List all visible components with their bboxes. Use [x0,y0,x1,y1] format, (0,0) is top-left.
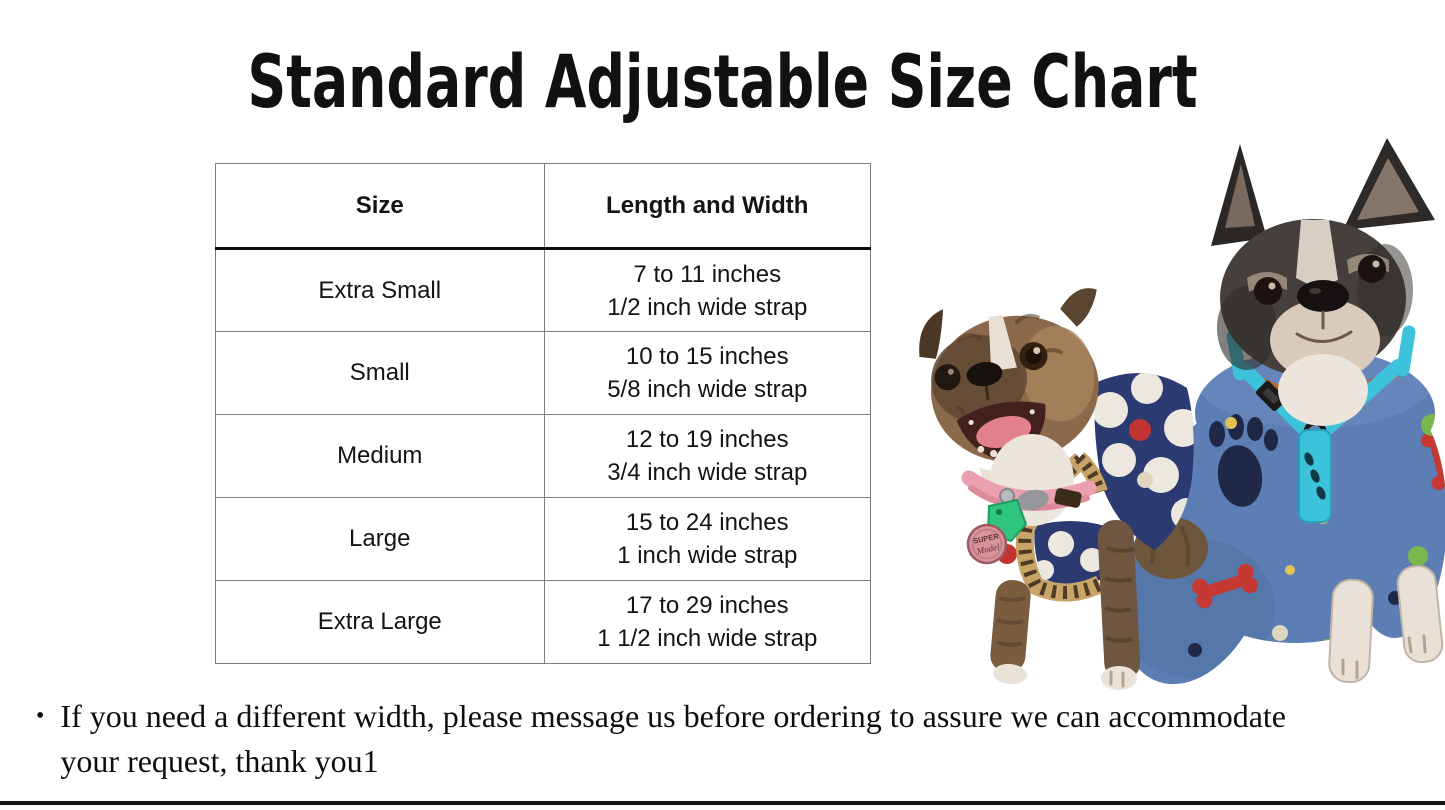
length-width-cell: 7 to 11 inches 1/2 inch wide strap [543,248,871,332]
dog-right-legs [1328,564,1444,684]
strap-line: 5/8 inch wide strap [607,376,808,403]
size-chart-table: Size Length and Width Extra Small 7 to 1… [215,163,871,664]
page-title: Standard Adjustable Size Chart [247,40,1198,126]
harness-buckle [1255,380,1287,412]
length-line: 15 to 24 inches [625,509,789,536]
strap-line: 1/2 inch wide strap [607,293,808,321]
size-cell: Small [215,331,545,415]
length-line: 12 to 19 inches [625,426,789,453]
supermodel-tag: SUPER Model [966,523,1008,565]
dog-eye [934,364,961,391]
table-row: Large 15 to 24 inches 1 inch wide strap [215,497,871,581]
dog-eye [1358,255,1386,283]
bottom-divider [0,801,1445,805]
dog-ear [919,309,944,359]
dog-left: SUPER Model [919,288,1208,690]
bullet-point: • [36,703,45,729]
white-chest [1278,354,1368,426]
page-title-wrap: Standard Adjustable Size Chart [0,41,1445,125]
pink-collar [961,470,1097,511]
length-width-cell: 17 to 29 inches 1 1/2 inch wide strap [543,580,871,664]
table-row: Small 10 to 15 inches 5/8 inch wide stra… [215,331,871,415]
coat-chest-piece [997,521,1107,585]
table-row: Extra Large 17 to 29 inches 1 1/2 inch w… [215,580,871,664]
table-row: Medium 12 to 19 inches 3/4 inch wide str… [215,414,871,498]
dog-ear [1060,288,1097,327]
size-cell: Extra Large [215,580,545,664]
length-width-cell: 15 to 24 inches 1 inch wide strap [543,497,871,581]
pet-id-tags: SUPER Model [966,498,1028,565]
dog-left-legs [990,520,1141,690]
dog-nose [1297,280,1349,312]
table-header-size: Size [215,163,545,250]
size-cell: Extra Small [215,248,545,332]
dogs-photo: SUPER Model [919,138,1445,693]
table-header-length-width: Length and Width [543,163,871,250]
length-width-cell: 10 to 15 inches 5/8 inch wide strap [543,331,871,415]
footnote: • If you need a different width, please … [36,694,1296,784]
strap-line: 1 inch wide strap [617,542,798,569]
metal-tag [1017,489,1049,511]
strap-line: 3/4 inch wide strap [607,459,808,486]
tag-text-model: Model [975,542,1001,557]
table-row: Extra Small 7 to 11 inches 1/2 inch wide… [215,248,871,332]
white-blaze [1296,220,1338,288]
footnote-text: If you need a different width, please me… [60,698,1286,779]
polka-dot-coat [1094,373,1194,550]
dog-eye [1254,277,1282,305]
dog-nose [966,361,1003,387]
dog-left-head [919,288,1099,499]
table-header-row: Size Length and Width [215,163,871,250]
strap-line: 1 1/2 inch wide strap [597,625,818,652]
size-cell: Medium [215,414,545,498]
length-line: 17 to 29 inches [625,592,789,619]
length-line: 10 to 15 inches [625,343,789,370]
length-line: 7 to 11 inches [633,260,782,288]
length-width-cell: 12 to 19 inches 3/4 inch wide strap [543,414,871,498]
white-blaze [988,315,1017,372]
dog-right-head [1211,138,1435,426]
size-cell: Large [215,497,545,581]
